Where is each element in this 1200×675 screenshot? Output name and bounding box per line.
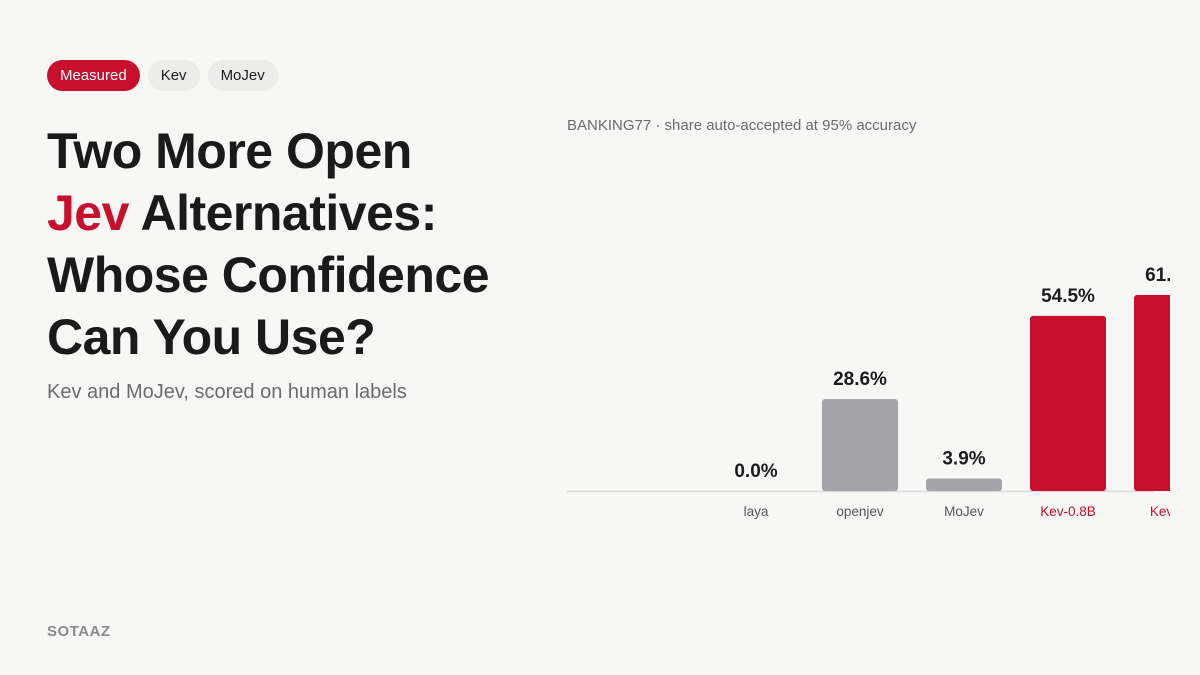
page-subtitle: Kev and MoJev, scored on human labels (47, 381, 407, 403)
category-label: MoJev (944, 504, 984, 519)
value-label: 3.9% (942, 448, 985, 469)
brand-logo-text: SOTAAZ (47, 623, 111, 640)
value-label: 28.6% (833, 369, 887, 390)
page-title: Two More Open Jev Alternatives: Whose Conf… (47, 120, 547, 368)
category-label: Kev-0.8B (1040, 504, 1096, 519)
tag-mojev[interactable]: MoJev (207, 60, 278, 91)
category-label: laya (744, 504, 769, 519)
title-highlight: Jev (47, 185, 129, 241)
title-line-3: Whose Confidence (47, 247, 490, 303)
bar-openjev (822, 399, 898, 491)
category-label: openjev (836, 504, 884, 519)
bar-chart: 0.0% laya 28.6% openjev 3.9% MoJev 54.5% Kev-0.… (567, 265, 1170, 519)
bar-mojev (926, 478, 1002, 491)
title-line-4: Can You Use? (47, 309, 376, 365)
chart-title: BANKING77 · share auto-accepted at 95% a… (567, 117, 917, 134)
category-label: Kev-9B (1150, 504, 1170, 519)
title-line-1: Two More Open (47, 123, 412, 179)
value-label: 0.0% (734, 461, 777, 482)
value-label: 61.0% (1145, 265, 1170, 286)
tag-measured[interactable]: Measured (47, 60, 140, 91)
bar-kev-0-8b (1030, 315, 1106, 491)
title-line-2-rest: Alternatives: (128, 185, 437, 241)
bar-kev-9b (1134, 295, 1170, 491)
filter-tags: Measured Kev MoJev (47, 60, 278, 91)
tag-kev[interactable]: Kev (147, 60, 200, 91)
value-label: 54.5% (1041, 286, 1095, 307)
